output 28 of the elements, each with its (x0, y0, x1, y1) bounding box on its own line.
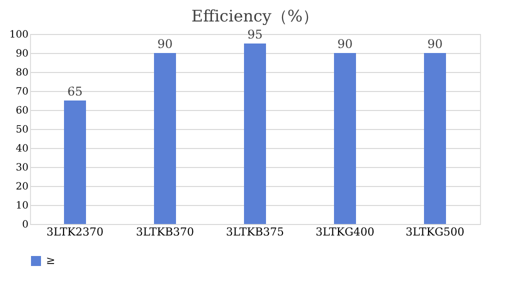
y-tick-label: 80 (16, 68, 28, 78)
y-tick-label: 100 (9, 30, 28, 40)
bar (154, 53, 176, 224)
y-tick-label: 0 (22, 220, 28, 230)
y-tick-label: 10 (16, 200, 28, 212)
data-label: 90 (157, 37, 173, 51)
data-label: 95 (247, 28, 263, 42)
x-tick-label: 3LTKG400 (316, 226, 374, 238)
bar (334, 53, 356, 224)
chart-title: Efficiency（%） (191, 6, 319, 26)
x-tick-label: 3LTKB375 (226, 226, 284, 238)
legend-label: ≥ (46, 254, 56, 267)
data-label: 65 (67, 84, 83, 98)
data-label: 90 (337, 37, 353, 51)
x-tick-label: 3LTKB370 (136, 226, 194, 238)
bar (424, 53, 446, 224)
y-tick-label: 70 (16, 86, 28, 98)
y-tick-label: 90 (16, 48, 28, 60)
x-tick-label: 3LTKG500 (406, 226, 464, 238)
y-tick-label: 60 (16, 106, 28, 116)
y-tick-label: 30 (16, 162, 28, 174)
data-label: 90 (427, 37, 443, 51)
bar (64, 100, 86, 224)
y-tick-label: 50 (16, 124, 28, 136)
x-tick-label: 3LTK2370 (46, 226, 104, 238)
bar (244, 44, 266, 224)
y-tick-label: 20 (16, 182, 28, 192)
y-tick-label: 40 (16, 144, 28, 154)
